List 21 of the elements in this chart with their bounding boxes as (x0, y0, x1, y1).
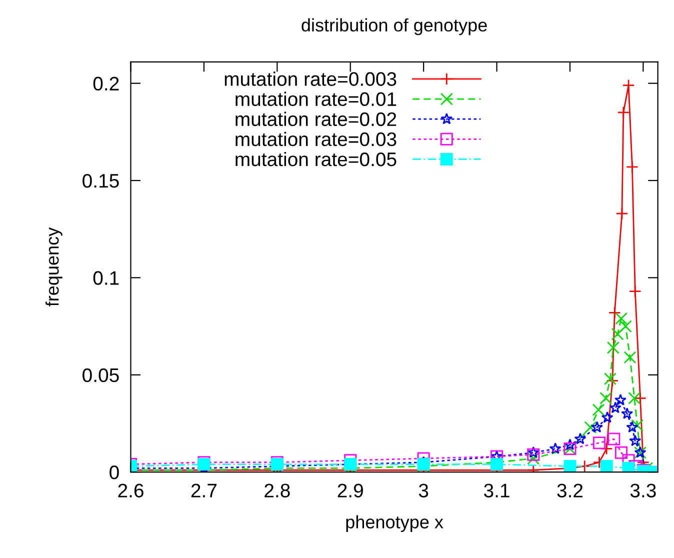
chart-title: distribution of genotype (302, 18, 487, 36)
x-tick-label: 2.8 (264, 484, 290, 498)
y-tick-label: 0.2 (93, 76, 119, 91)
x-tick-label: 2.6 (118, 484, 144, 498)
legend-label: mutation rate=0.05 (236, 152, 396, 166)
x-tick-label: 3 (418, 484, 428, 498)
y-axis-title: frequency (46, 227, 62, 306)
y-tick-label: 0.1 (93, 271, 119, 285)
x-tick-label: 3.2 (557, 484, 583, 498)
legend-label: mutation rate=0.03 (236, 132, 396, 146)
legend-label: mutation rate=0.02 (236, 112, 396, 126)
legend-label: mutation rate=0.01 (236, 92, 396, 106)
x-tick-label: 3.3 (630, 484, 656, 498)
y-tick-label: 0.15 (82, 174, 119, 188)
x-tick-label: 2.7 (191, 484, 216, 498)
x-tick-label: 3.1 (484, 484, 510, 498)
legend-label: mutation rate=0.003 (224, 72, 396, 86)
x-axis-title: phenotype x (346, 515, 444, 532)
y-tick-label: 0.05 (82, 368, 119, 382)
y-tick-label: 0 (110, 466, 119, 480)
x-tick-label: 2.9 (338, 484, 363, 498)
